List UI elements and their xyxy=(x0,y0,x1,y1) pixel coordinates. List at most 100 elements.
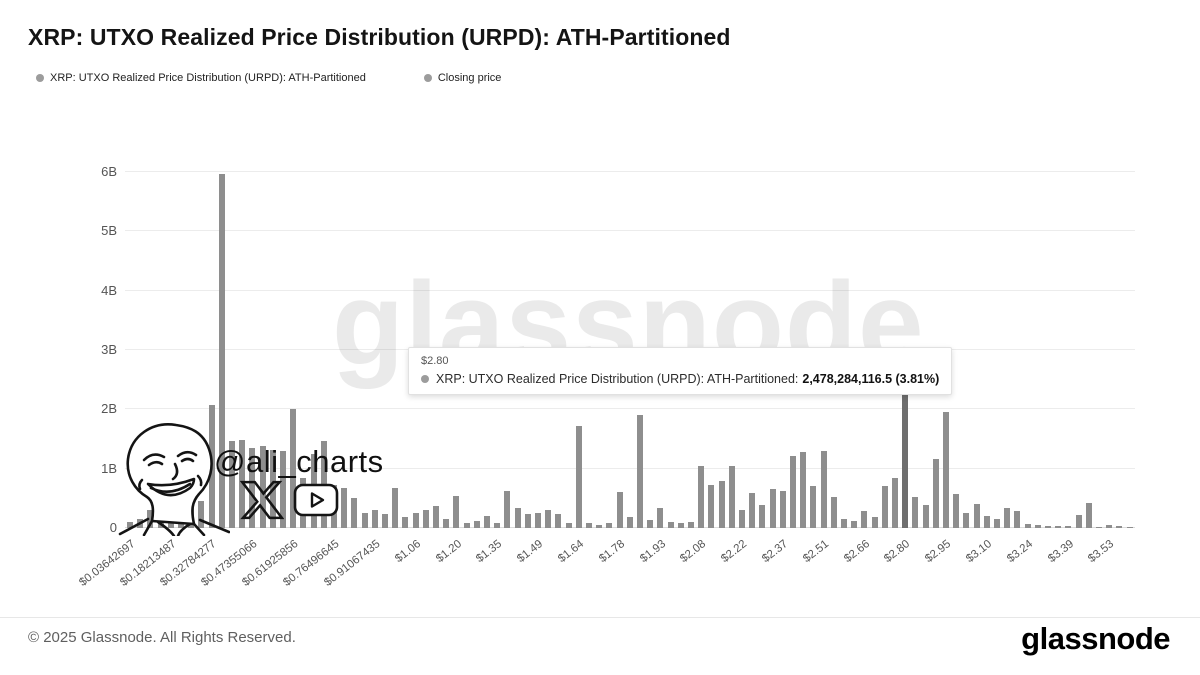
bar[interactable] xyxy=(779,490,786,528)
bar[interactable] xyxy=(433,506,439,528)
bar[interactable] xyxy=(708,485,715,528)
bar-highlighted[interactable] xyxy=(902,380,909,528)
bar[interactable] xyxy=(535,512,541,528)
bar[interactable] xyxy=(667,522,674,528)
bar[interactable] xyxy=(728,466,735,528)
bar[interactable] xyxy=(1106,525,1113,528)
bar[interactable] xyxy=(963,513,970,528)
bar[interactable] xyxy=(484,516,490,528)
bar[interactable] xyxy=(453,495,460,528)
bar[interactable] xyxy=(830,496,837,528)
bar[interactable] xyxy=(657,508,664,528)
bar[interactable] xyxy=(320,441,327,528)
bar[interactable] xyxy=(239,439,246,528)
legend-item-urpd[interactable]: XRP: UTXO Realized Price Distribution (U… xyxy=(36,72,366,84)
bar[interactable] xyxy=(229,440,235,528)
bar[interactable] xyxy=(300,478,307,528)
bar[interactable] xyxy=(545,510,552,528)
bar[interactable] xyxy=(127,522,133,528)
bar[interactable] xyxy=(769,488,776,528)
bar[interactable] xyxy=(881,486,888,528)
bar[interactable] xyxy=(1024,524,1031,528)
bar[interactable] xyxy=(188,471,195,528)
bar[interactable] xyxy=(249,447,256,528)
bar[interactable] xyxy=(932,458,939,528)
bar[interactable] xyxy=(412,512,419,528)
bar[interactable] xyxy=(759,504,766,528)
bar[interactable] xyxy=(1096,526,1102,528)
bar[interactable] xyxy=(892,478,898,528)
bar[interactable] xyxy=(1004,507,1011,528)
bar[interactable] xyxy=(800,452,807,528)
bar[interactable] xyxy=(392,488,399,528)
bar[interactable] xyxy=(494,523,501,528)
bar[interactable] xyxy=(1085,503,1092,528)
bar[interactable] xyxy=(331,484,337,528)
bar[interactable] xyxy=(647,519,654,528)
bar[interactable] xyxy=(555,513,562,528)
bar[interactable] xyxy=(371,509,378,528)
bar[interactable] xyxy=(871,516,878,528)
bar[interactable] xyxy=(269,449,276,528)
bar[interactable] xyxy=(524,513,531,528)
bar[interactable] xyxy=(912,497,919,528)
bar[interactable] xyxy=(1034,525,1041,528)
bar[interactable] xyxy=(810,486,817,528)
bar[interactable] xyxy=(994,518,1000,528)
bar[interactable] xyxy=(351,498,358,528)
bar[interactable] xyxy=(953,494,960,528)
bar[interactable] xyxy=(586,523,592,528)
bar[interactable] xyxy=(851,520,858,528)
bar[interactable] xyxy=(616,491,623,528)
bar[interactable] xyxy=(504,490,511,528)
bar[interactable] xyxy=(1065,525,1072,528)
legend-item-closing-price[interactable]: Closing price xyxy=(423,72,501,84)
bar[interactable] xyxy=(147,510,154,528)
bar[interactable] xyxy=(1075,514,1082,528)
bar[interactable] xyxy=(790,455,796,528)
bar[interactable] xyxy=(422,509,429,528)
bar[interactable] xyxy=(463,522,470,528)
bar[interactable] xyxy=(473,520,480,528)
bar[interactable] xyxy=(861,511,868,528)
bar[interactable] xyxy=(820,451,827,528)
bar[interactable] xyxy=(310,453,317,528)
bar[interactable] xyxy=(514,508,521,528)
bar[interactable] xyxy=(341,488,348,528)
bar[interactable] xyxy=(677,523,684,528)
bar[interactable] xyxy=(259,446,266,528)
bar[interactable] xyxy=(157,511,164,528)
bar[interactable] xyxy=(565,522,572,528)
bar[interactable] xyxy=(1116,526,1123,528)
bar[interactable] xyxy=(922,504,929,528)
bar[interactable] xyxy=(198,500,205,528)
bar[interactable] xyxy=(698,466,705,528)
bar[interactable] xyxy=(137,519,144,528)
bar[interactable] xyxy=(973,504,980,528)
bar[interactable] xyxy=(1014,510,1021,528)
bar[interactable] xyxy=(606,522,613,528)
bar[interactable] xyxy=(841,519,847,528)
bar[interactable] xyxy=(718,480,725,528)
bar[interactable] xyxy=(626,516,633,528)
bar[interactable] xyxy=(749,493,756,528)
bar[interactable] xyxy=(575,425,582,528)
bar[interactable] xyxy=(178,431,184,528)
bar[interactable] xyxy=(739,510,745,528)
bar[interactable] xyxy=(983,515,990,528)
bar[interactable] xyxy=(596,525,603,528)
bar[interactable] xyxy=(218,173,225,528)
bar[interactable] xyxy=(943,412,949,528)
bar[interactable] xyxy=(382,513,388,528)
bar[interactable] xyxy=(280,450,286,528)
bar[interactable] xyxy=(167,495,174,528)
bar[interactable] xyxy=(290,409,297,528)
bar[interactable] xyxy=(402,516,409,528)
bar[interactable] xyxy=(1126,526,1133,528)
bar[interactable] xyxy=(361,512,368,528)
bar[interactable] xyxy=(688,522,694,528)
bar[interactable] xyxy=(1045,525,1051,528)
bar[interactable] xyxy=(208,405,215,528)
bar[interactable] xyxy=(443,518,450,528)
bar[interactable] xyxy=(637,415,643,528)
